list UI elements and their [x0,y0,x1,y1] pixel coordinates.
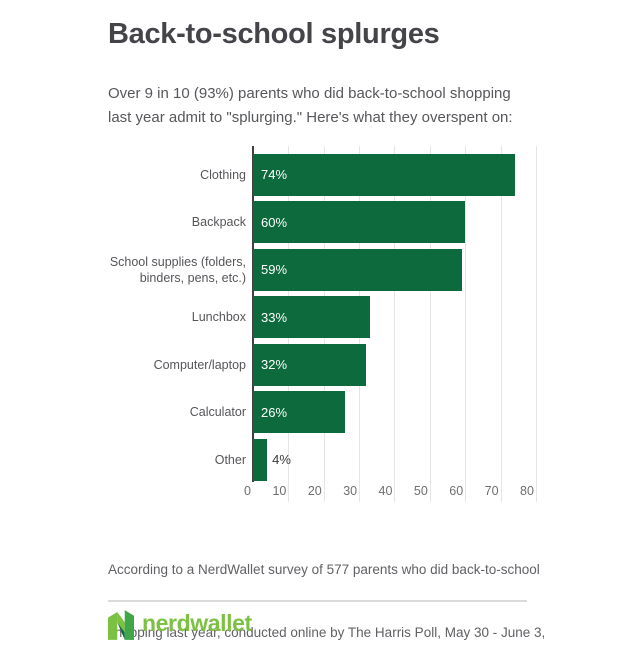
bar-cell: 32% [253,343,543,386]
x-tick-label: 50 [413,484,428,498]
category-label-line: Backpack [191,215,246,230]
subtitle-line: Over 9 in 10 (93%) parents who did back-… [108,85,511,102]
x-tick-label: 30 [343,484,358,498]
gridline [465,146,467,502]
chart-row: School supplies (folders, binders, pens, … [0,246,635,294]
x-tick-label: 40 [378,484,393,498]
source-note-line: shopping last year, conducted online by … [108,625,546,640]
category-label: Computer/laptop [0,357,246,373]
footer-divider [108,600,527,602]
nerdwallet-logo: nerdwallet [108,610,252,640]
bar-cell: 59% [253,248,543,291]
value-label: 33% [261,309,288,325]
category-label-line: binders, pens, etc.) [139,270,246,285]
value-label: 74% [261,167,288,183]
x-tick-label: 80 [520,484,534,498]
gridline [394,146,396,502]
category-label: Backpack [0,214,246,230]
category-label: School supplies (folders, binders, pens, … [0,254,246,286]
bar-cell: 4% [253,438,543,481]
plot-area: 0 10 20 30 40 50 60 70 80 [244,146,543,502]
bar-chart: 0 10 20 30 40 50 60 70 80 Clothing 74% Backpack 60%… [0,146,635,506]
value-label: 32% [261,357,288,373]
bar: 59% [253,248,462,291]
category-label-line: Lunchbox [191,310,246,325]
bar: 60% [253,201,466,244]
category-label-line: Calculator [189,405,246,420]
x-tick-label: 70 [484,484,499,498]
value-label: 26% [261,404,288,420]
source-note: According to a NerdWallet survey of 577 … [108,517,545,646]
bar: 26% [253,391,345,434]
chart-row: Lunchbox 33% [0,294,635,342]
bar-cell: 33% [253,296,543,339]
value-label: 60% [261,214,288,230]
bar-rows: Clothing 74% Backpack 60% School supplies (f… [0,151,635,484]
bar: 32% [253,343,367,386]
bar: 74% [253,153,515,196]
gridline [429,146,431,502]
value-label: 4% [272,452,291,468]
bar [253,438,268,481]
x-tick-label: 60 [449,484,464,498]
category-label-line: Clothing [200,167,246,182]
chart-row: Backpack 60% [0,199,635,247]
chart-row: Clothing 74% [0,151,635,199]
chart-row: Computer/laptop 32% [0,341,635,389]
source-note-line: According to a NerdWallet survey of 577 … [108,562,540,577]
category-label-line: School supplies (folders, [109,254,246,269]
chart-row: Calculator 26% [0,389,635,437]
x-tick-label: 20 [307,484,322,498]
category-label: Clothing [0,167,246,183]
category-label-line: Other [214,452,246,467]
chart-row: Other 4% [0,436,635,484]
gridline [500,146,502,502]
gridline [535,146,537,502]
category-label: Calculator [0,404,246,420]
chart-subtitle: Over 9 in 10 (93%) parents who did back-… [108,82,513,130]
category-label: Other [0,452,246,468]
bar: 33% [253,296,370,339]
category-label-line: Computer/laptop [153,357,246,372]
nerdwallet-wordmark: nerdwallet [142,610,252,636]
bar-cell: 74% [253,153,543,196]
page-title: Back-to-school splurges [108,18,440,50]
bar-cell: 26% [253,391,543,434]
subtitle-line: last year admit to "splurging." Here's w… [108,109,513,126]
x-tick-label: 10 [272,484,287,498]
bar-cell: 60% [253,201,543,244]
nerdwallet-n-mark-icon [108,610,134,640]
value-label: 59% [261,262,288,278]
category-label: Lunchbox [0,309,246,325]
x-tick-label: 0 [244,484,251,498]
